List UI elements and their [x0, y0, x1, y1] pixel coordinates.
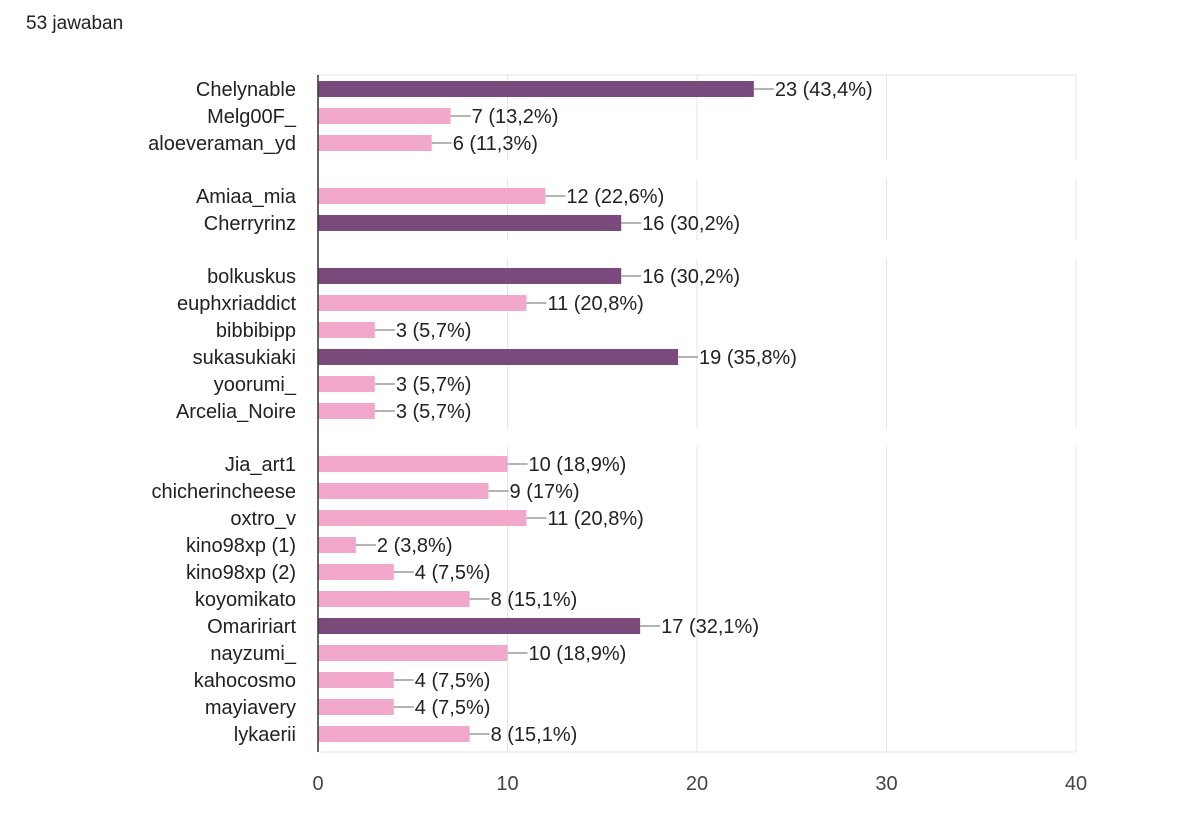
- data-label: 7 (13,2%): [472, 106, 559, 128]
- bar-oxtro-v: [318, 510, 527, 526]
- bar-euphxriaddict: [318, 295, 527, 311]
- data-label: 16 (30,2%): [642, 213, 740, 235]
- group-separator: [319, 428, 1081, 447]
- response-count: 53 jawaban: [26, 13, 124, 34]
- category-label: Arcelia_Noire: [176, 401, 296, 423]
- data-label: 8 (15,1%): [491, 589, 578, 611]
- category-label: bolkuskus: [207, 266, 296, 288]
- category-label: sukasukiaki: [193, 347, 296, 369]
- category-label: Melg00F_: [207, 106, 297, 128]
- x-tick-label: 40: [1065, 773, 1087, 795]
- bar-omaririart: [318, 618, 641, 634]
- bar-yoorumi-: [318, 376, 375, 392]
- data-label: 4 (7,5%): [415, 697, 491, 719]
- data-label: 9 (17%): [510, 481, 580, 503]
- bar-bibbibipp: [318, 322, 375, 338]
- bar-mayiavery: [318, 699, 394, 715]
- category-label: euphxriaddict: [177, 293, 296, 315]
- data-label: 3 (5,7%): [396, 320, 472, 342]
- data-label: 11 (20,8%): [547, 508, 643, 530]
- data-label: 4 (7,5%): [415, 670, 491, 692]
- bar-chicherincheese: [318, 483, 489, 499]
- group-separator: [319, 240, 1081, 259]
- category-label: Amiaa_mia: [196, 186, 297, 208]
- x-tick-label: 20: [686, 773, 708, 795]
- bar-arcelia-noire: [318, 403, 375, 419]
- data-label: 8 (15,1%): [491, 724, 578, 746]
- category-label: Omaririart: [207, 616, 296, 638]
- data-label: 23 (43,4%): [775, 79, 873, 101]
- category-label: bibbibipp: [216, 320, 296, 342]
- bar-jia-art1: [318, 456, 508, 472]
- bar-kahocosmo: [318, 672, 394, 688]
- category-label: koyomikato: [195, 589, 296, 611]
- bar-kino98xp-1-: [318, 537, 356, 553]
- group-separator: [319, 160, 1081, 179]
- category-label: kino98xp (1): [186, 535, 296, 557]
- data-label: 2 (3,8%): [377, 535, 453, 557]
- x-tick-label: 10: [496, 773, 518, 795]
- data-label: 12 (22,6%): [566, 186, 664, 208]
- category-label: Chelynable: [196, 79, 296, 101]
- data-label: 10 (18,9%): [529, 454, 627, 476]
- bar-chelynable: [318, 81, 754, 97]
- category-label: oxtro_v: [230, 508, 296, 530]
- bar-koyomikato: [318, 591, 470, 607]
- bar-cherryrinz: [318, 215, 622, 231]
- data-label: 11 (20,8%): [547, 293, 643, 315]
- data-label: 10 (18,9%): [529, 643, 627, 665]
- category-label: lykaerii: [234, 724, 296, 746]
- bar-aloeveraman-yd: [318, 135, 432, 151]
- category-label: nayzumi_: [210, 643, 296, 665]
- data-label: 3 (5,7%): [396, 401, 472, 423]
- category-label: kahocosmo: [194, 670, 296, 692]
- bar-sukasukiaki: [318, 349, 679, 365]
- data-label: 6 (11,3%): [453, 133, 538, 155]
- category-label: chicherincheese: [151, 481, 296, 503]
- data-label: 17 (32,1%): [661, 616, 759, 638]
- bar-melg00f-: [318, 108, 451, 124]
- category-label: kino98xp (2): [186, 562, 296, 584]
- x-tick-label: 0: [312, 773, 323, 795]
- bar-kino98xp-2-: [318, 564, 394, 580]
- data-label: 4 (7,5%): [415, 562, 491, 584]
- data-label: 3 (5,7%): [396, 374, 472, 396]
- category-label: Cherryrinz: [204, 213, 296, 235]
- category-label: yoorumi_: [214, 374, 297, 396]
- bar-nayzumi-: [318, 645, 508, 661]
- bar-amiaa-mia: [318, 188, 546, 204]
- category-label: mayiavery: [205, 697, 296, 719]
- data-label: 19 (35,8%): [699, 347, 797, 369]
- bar-lykaerii: [318, 726, 470, 742]
- category-label: aloeveraman_yd: [148, 133, 296, 155]
- data-label: 16 (30,2%): [642, 266, 740, 288]
- x-tick-label: 30: [875, 773, 897, 795]
- category-label: Jia_art1: [225, 454, 296, 476]
- bar-bolkuskus: [318, 268, 622, 284]
